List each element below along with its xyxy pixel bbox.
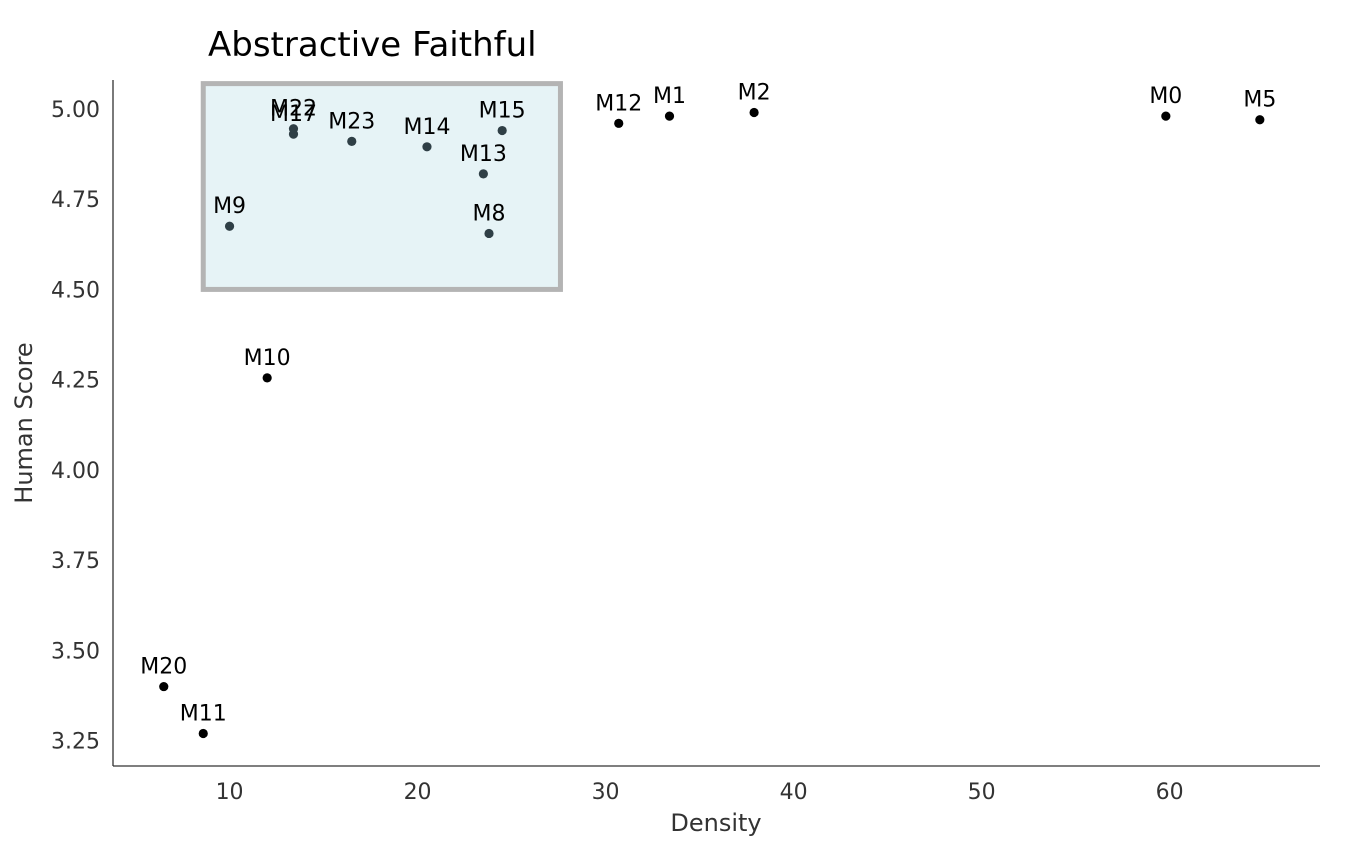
- point-label-m8: M8: [473, 201, 506, 226]
- data-point-m5: [1255, 115, 1265, 125]
- y-tick-label: 3.25: [51, 730, 100, 755]
- data-point-m20: [159, 681, 169, 692]
- point-label-m15: M15: [479, 99, 526, 124]
- point-label-m5: M5: [1243, 88, 1276, 113]
- axes-layer: 10 20 30 40 50 60 3.25 3.50 3.75 4.00 4.25 4.50 4.7…: [51, 80, 1320, 805]
- point-label-m17: M17: [270, 102, 317, 127]
- point-label-m20: M20: [140, 655, 187, 680]
- data-point-m9: [224, 221, 235, 231]
- y-ticks: 3.25 3.50 3.75 4.00 4.25 4.50 4.75 5.00: [51, 98, 100, 755]
- data-point-m13: [478, 169, 488, 179]
- point-label-m12: M12: [595, 91, 642, 116]
- data-point-m0: [1161, 111, 1171, 121]
- x-tick-label: 10: [216, 780, 244, 805]
- x-tick-label: 60: [1156, 780, 1184, 805]
- data-point-m14: [422, 142, 432, 152]
- data-point-m22: [288, 124, 299, 134]
- point-label-m1: M1: [653, 84, 686, 109]
- y-tick-label: 4.50: [51, 278, 100, 303]
- data-point-m15: [497, 125, 507, 136]
- data-point-m12: [614, 118, 624, 128]
- x-axis-title: Density: [670, 809, 761, 837]
- point-label-m14: M14: [403, 115, 450, 140]
- data-point-m2: [749, 107, 759, 118]
- y-tick-label: 5.00: [51, 98, 100, 123]
- y-tick-label: 3.50: [51, 639, 100, 664]
- point-label-m0: M0: [1149, 84, 1182, 109]
- point-label-m22: M22: [270, 97, 317, 122]
- x-ticks: 10 20 30 40 50 60: [216, 780, 1184, 805]
- chart-title: Abstractive Faithful: [208, 25, 537, 65]
- point-label-m11: M11: [180, 702, 227, 727]
- y-tick-label: 4.25: [51, 369, 100, 394]
- x-tick-label: 50: [968, 780, 996, 805]
- x-tick-label: 20: [404, 780, 432, 805]
- points-layer: M0 M1 M2 M5 M8 M9 M10 M11 M12 M13 M14 M15 M17 M20 M22 M…: [140, 80, 1276, 739]
- data-point-m10: [262, 373, 272, 383]
- point-label-m9: M9: [213, 194, 246, 219]
- point-label-m23: M23: [328, 109, 375, 134]
- x-tick-label: 30: [592, 780, 620, 805]
- point-label-m10: M10: [244, 346, 291, 371]
- y-tick-label: 4.00: [51, 459, 100, 484]
- data-point-m8: [484, 228, 494, 239]
- data-point-m11: [198, 728, 208, 739]
- point-label-m2: M2: [738, 80, 771, 105]
- point-label-m13: M13: [460, 142, 507, 167]
- data-point-m23: [347, 136, 357, 146]
- x-tick-label: 40: [780, 780, 808, 805]
- data-point-m1: [664, 111, 675, 121]
- highlight-box: [200, 81, 563, 292]
- y-tick-label: 3.75: [51, 549, 100, 574]
- y-axis-title: Human Score: [10, 342, 38, 503]
- y-tick-label: 4.75: [51, 188, 100, 213]
